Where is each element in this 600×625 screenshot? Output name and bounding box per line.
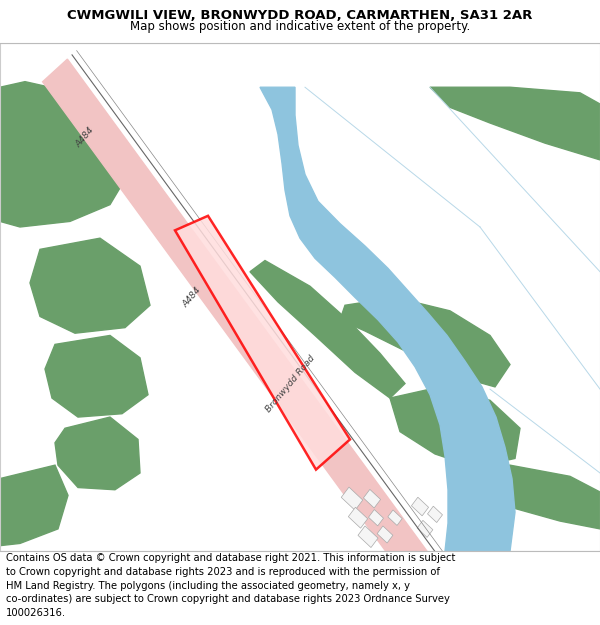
Polygon shape xyxy=(175,216,350,469)
Text: 100026316.: 100026316. xyxy=(6,608,66,618)
Polygon shape xyxy=(45,336,148,417)
Bar xyxy=(349,508,368,528)
Polygon shape xyxy=(390,387,520,468)
Bar xyxy=(341,487,363,510)
Polygon shape xyxy=(43,59,448,602)
Bar xyxy=(417,521,433,538)
Bar xyxy=(428,506,442,522)
Text: Contains OS data © Crown copyright and database right 2021. This information is : Contains OS data © Crown copyright and d… xyxy=(6,554,455,564)
Text: Map shows position and indicative extent of the property.: Map shows position and indicative extent… xyxy=(130,20,470,33)
Polygon shape xyxy=(340,298,510,387)
Text: HM Land Registry. The polygons (including the associated geometry, namely x, y: HM Land Registry. The polygons (includin… xyxy=(6,581,410,591)
Text: A484: A484 xyxy=(181,286,203,309)
Bar xyxy=(364,489,380,508)
Polygon shape xyxy=(250,261,405,398)
Bar xyxy=(412,498,428,516)
Polygon shape xyxy=(430,88,600,160)
Bar xyxy=(368,509,383,526)
Bar xyxy=(358,526,378,548)
Polygon shape xyxy=(455,465,600,529)
Bar xyxy=(377,526,393,543)
Polygon shape xyxy=(0,82,55,115)
Polygon shape xyxy=(0,465,68,546)
Text: A484: A484 xyxy=(74,126,96,149)
Polygon shape xyxy=(30,238,150,333)
Bar xyxy=(388,510,402,526)
Text: to Crown copyright and database rights 2023 and is reproduced with the permissio: to Crown copyright and database rights 2… xyxy=(6,567,440,577)
Text: CWMGWILI VIEW, BRONWYDD ROAD, CARMARTHEN, SA31 2AR: CWMGWILI VIEW, BRONWYDD ROAD, CARMARTHEN… xyxy=(67,9,533,22)
Polygon shape xyxy=(55,417,140,490)
Text: Bronwydd Road: Bronwydd Road xyxy=(263,353,316,414)
Polygon shape xyxy=(0,88,130,227)
Text: co-ordinates) are subject to Crown copyright and database rights 2023 Ordnance S: co-ordinates) are subject to Crown copyr… xyxy=(6,594,450,604)
Polygon shape xyxy=(260,88,515,551)
